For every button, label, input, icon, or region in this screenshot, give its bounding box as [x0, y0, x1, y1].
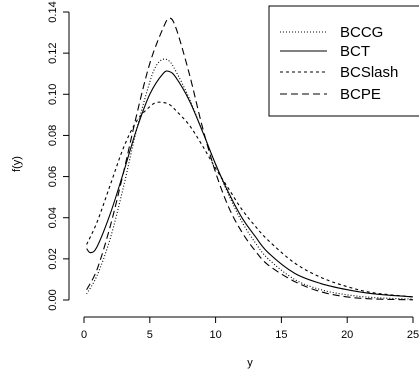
series-layer	[86, 17, 414, 301]
legend-label-bcpe: BCPE	[340, 86, 381, 103]
legend-box	[268, 5, 419, 117]
x-axis-ticks: 0 5 10 15 20 25	[81, 317, 419, 341]
x-tick-label-1: 5	[147, 329, 153, 341]
y-tick-label-4: 0.08	[47, 125, 59, 146]
y-tick-label-3: 0.06	[47, 166, 59, 187]
y-tick-label-1: 0.02	[47, 248, 59, 269]
series-line-bcpe	[86, 17, 414, 301]
legend-label-bccg: BCCG	[340, 24, 383, 41]
y-axis-label: f(y)	[11, 156, 23, 172]
y-axis-ticks: 0.00 0.02 0.04 0.06 0.08 0.10 0.12 0.14	[47, 1, 69, 311]
legend-label-bct: BCT	[340, 43, 370, 60]
legend: BCCG BCT BCSlash BCPE	[268, 5, 419, 117]
plot-frame	[68, 12, 413, 318]
x-tick-label-5: 25	[407, 329, 419, 341]
axis-labels: y f(y)	[11, 156, 253, 369]
y-tick-label-2: 0.04	[47, 207, 59, 228]
x-tick-label-4: 20	[341, 329, 353, 341]
y-tick-label-0: 0.00	[47, 289, 59, 310]
legend-label-bcslash: BCSlash	[340, 64, 398, 81]
x-tick-label-2: 10	[209, 329, 221, 341]
x-tick-label-0: 0	[81, 329, 87, 341]
y-tick-label-7: 0.14	[47, 1, 59, 22]
y-tick-label-6: 0.12	[47, 42, 59, 63]
x-axis-label: y	[247, 357, 253, 369]
x-tick-label-3: 15	[275, 329, 287, 341]
series-line-bct	[86, 70, 414, 298]
y-tick-label-5: 0.10	[47, 84, 59, 105]
